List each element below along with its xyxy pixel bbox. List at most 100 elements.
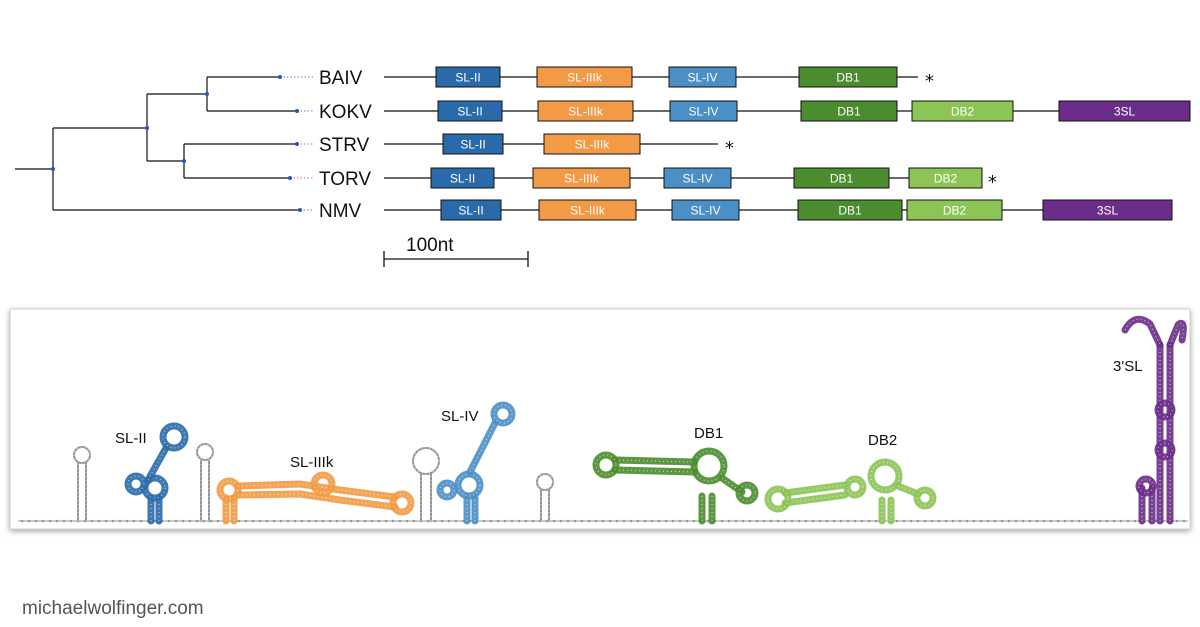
backbone-nucleotide — [1133, 519, 1137, 523]
backbone-nucleotide — [356, 519, 360, 523]
tip-dot-torv — [288, 176, 292, 180]
backbone-nucleotide — [762, 519, 766, 523]
backbone-nucleotide — [769, 519, 773, 523]
backbone-nucleotide — [1070, 519, 1074, 523]
backbone-nucleotide — [104, 519, 108, 523]
backbone-nucleotide — [573, 519, 577, 523]
tip-dot-nmv — [298, 208, 302, 212]
element-box-kokv-db2 — [911, 100, 1014, 122]
element-box-baiv-db1 — [798, 66, 898, 88]
backbone-nucleotide — [594, 519, 598, 523]
asterisk-strv: * — [725, 138, 734, 159]
element-box-torv-sl-ii — [430, 167, 495, 189]
backbone-nucleotide — [559, 519, 563, 523]
genome-tracks: SL-II SL-IIIk SL-IV DB1 * SL-II SL-IIIk SL-IV DB… — [384, 66, 1191, 221]
backbone-nucleotide — [216, 519, 220, 523]
backbone-nucleotide — [874, 519, 878, 523]
backbone-nucleotide — [734, 519, 738, 523]
element-box-kokv-3sl — [1058, 100, 1191, 122]
backbone-nucleotide — [328, 519, 332, 523]
element-box-baiv-sl-iiik — [536, 66, 633, 88]
label-sl-iiik: SL-IIIk — [290, 454, 334, 471]
grey-hairpin-loop-4 — [412, 447, 440, 475]
backbone-nucleotide — [566, 519, 570, 523]
element-label-torv-sl-ii: SL-II — [450, 172, 475, 186]
backbone-nucleotide — [944, 519, 948, 523]
3sl-bulge-2 — [1154, 439, 1176, 461]
tip-dot-strv — [295, 142, 299, 146]
backbone-nucleotide — [34, 519, 38, 523]
backbone-nucleotide — [440, 519, 444, 523]
backbone-nucleotide — [370, 519, 374, 523]
backbone-nucleotide — [405, 519, 409, 523]
backbone-nucleotide — [1105, 519, 1109, 523]
footer-credit: michaelwolfinger.com — [22, 598, 204, 619]
scale-bar-label: 100nt — [406, 235, 454, 256]
backbone-nucleotide — [1119, 519, 1123, 523]
element-box-torv-db1 — [793, 167, 890, 189]
backbone-nucleotide — [251, 519, 255, 523]
element-box-nmv-3sl — [1042, 199, 1173, 221]
backbone-nucleotide — [629, 519, 633, 523]
backbone-nucleotide — [741, 519, 745, 523]
backbone-nucleotide — [972, 519, 976, 523]
backbone-nucleotide — [286, 519, 290, 523]
asterisk-torv: * — [988, 172, 997, 193]
3sl-left-loop — [1135, 475, 1157, 497]
backbone-nucleotide — [510, 519, 514, 523]
backbone-nucleotide — [643, 519, 647, 523]
backbone-nucleotide — [1098, 519, 1102, 523]
backbone-nucleotide — [321, 519, 325, 523]
backbone-nucleotide — [608, 519, 612, 523]
taxon-label-baiv: BAIV — [319, 68, 363, 89]
sl-ii-side-loop — [124, 472, 148, 496]
element-label-torv-sl-iv: SL-IV — [682, 172, 712, 186]
backbone-nucleotide — [377, 519, 381, 523]
backbone-nucleotide — [237, 519, 241, 523]
element-label-baiv-sl-ii: SL-II — [455, 71, 480, 85]
backbone-nucleotide — [587, 519, 591, 523]
element-box-nmv-db1 — [797, 199, 903, 221]
backbone-nucleotide — [1007, 519, 1011, 523]
backbone-nucleotide — [244, 519, 248, 523]
grey-hairpin-loop-3 — [536, 473, 554, 491]
element-label-nmv-db1: DB1 — [838, 204, 862, 218]
backbone-nucleotide — [258, 519, 262, 523]
backbone-nucleotide — [671, 519, 675, 523]
label-db1: DB1 — [694, 425, 723, 442]
sl-iv-stem — [463, 494, 479, 525]
backbone-nucleotide — [314, 519, 318, 523]
backbone-nucleotide — [279, 519, 283, 523]
backbone-nucleotide — [636, 519, 640, 523]
backbone-nucleotide — [685, 519, 689, 523]
backbone-nucleotide — [202, 519, 206, 523]
backbone-nucleotide — [692, 519, 696, 523]
backbone-nucleotide — [818, 519, 822, 523]
backbone-nucleotide — [986, 519, 990, 523]
element-label-nmv-db2: DB2 — [943, 204, 967, 218]
sl-ii-stem — [147, 494, 163, 525]
element-box-strv-sl-iiik — [543, 133, 641, 155]
element-label-nmv-sl-ii: SL-II — [458, 204, 483, 218]
backbone-nucleotide — [335, 519, 339, 523]
db2-right-loop — [913, 486, 937, 510]
backbone-nucleotide — [580, 519, 584, 523]
backbone-nucleotide — [307, 519, 311, 523]
element-label-baiv-db1: DB1 — [836, 71, 860, 85]
grey-hairpin-stem-1 — [77, 462, 87, 522]
element-label-torv-db2: DB2 — [934, 172, 958, 186]
db1-left-loop — [592, 451, 620, 479]
element-label-torv-db1: DB1 — [830, 172, 854, 186]
sl-iv-hairpin-loop — [490, 401, 516, 427]
backbone-nucleotide — [930, 519, 934, 523]
backbone-nucleotide — [909, 519, 913, 523]
backbone-nucleotide — [433, 519, 437, 523]
element-label-nmv-sl-iiik: SL-IIIk — [570, 204, 606, 218]
element-box-torv-sl-iv — [663, 167, 732, 189]
backbone-nucleotide — [650, 519, 654, 523]
backbone-nucleotide — [412, 519, 416, 523]
backbone-nucleotide — [1049, 519, 1053, 523]
phylogenetic-tree — [15, 76, 300, 211]
backbone-nucleotide — [454, 519, 458, 523]
